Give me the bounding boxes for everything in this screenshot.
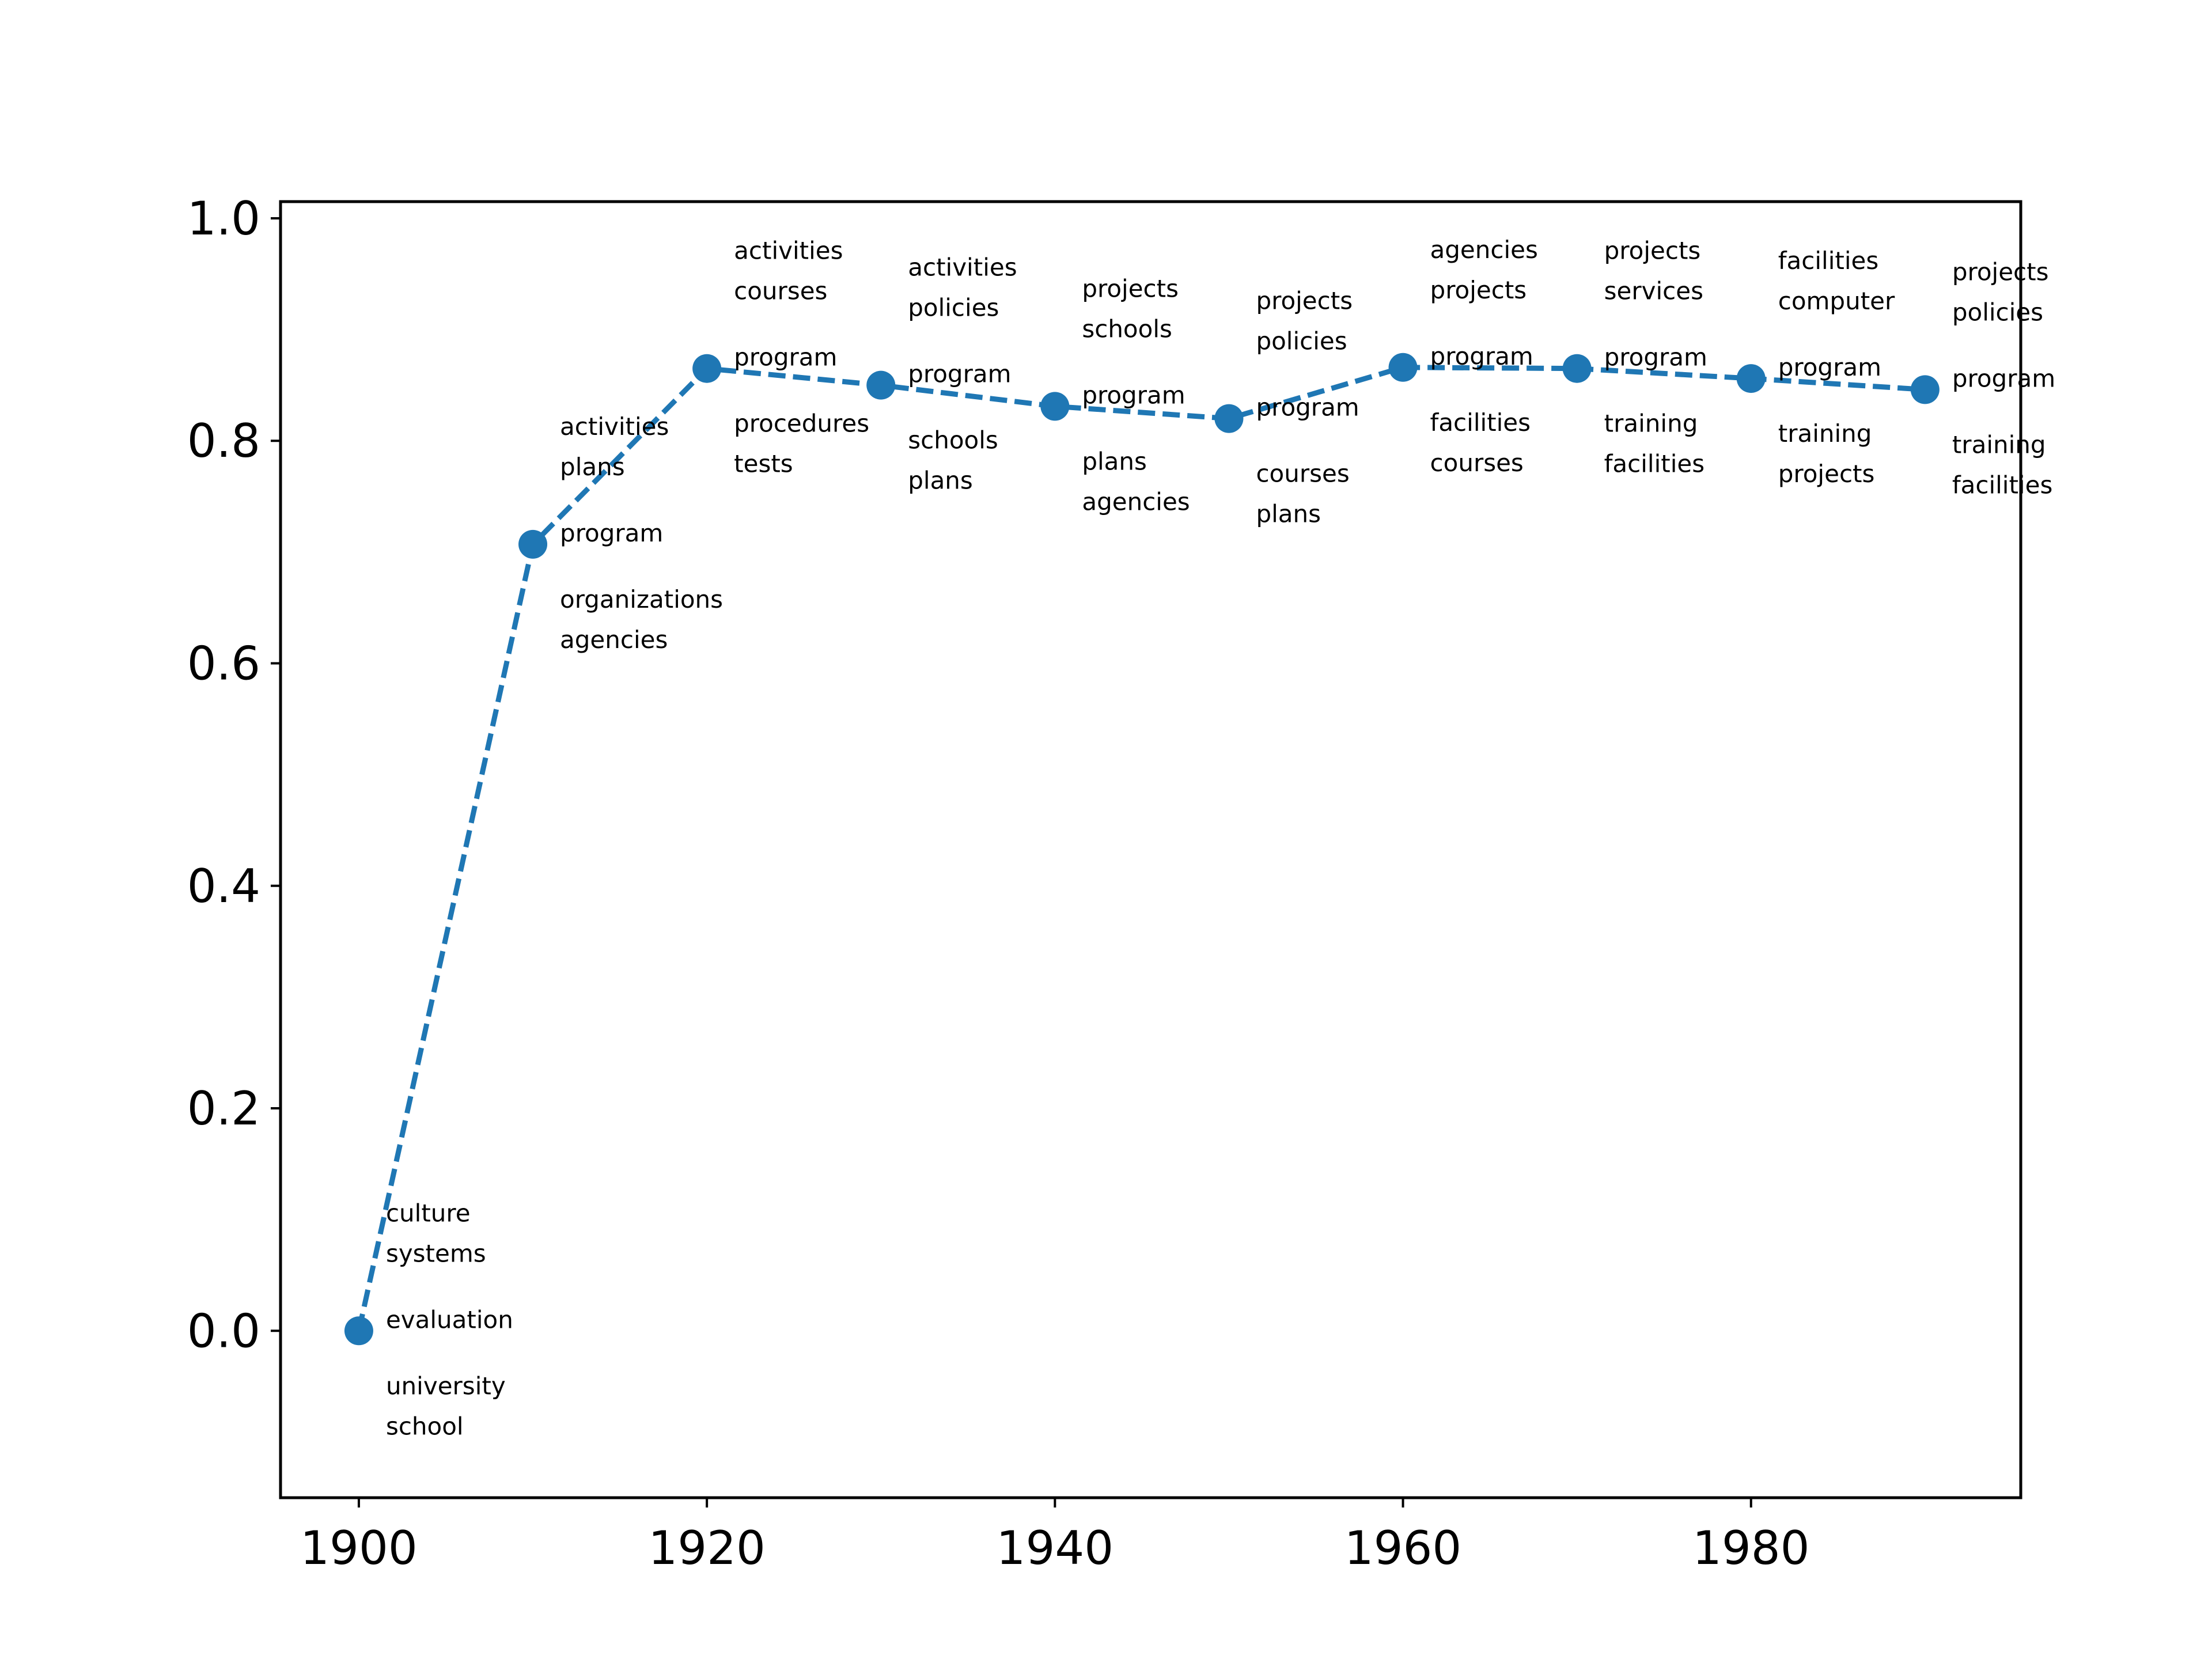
annotation-above-term: projects <box>1952 257 2049 286</box>
plot-frame <box>279 200 2022 1499</box>
annotation-below-term: agencies <box>1082 487 1190 516</box>
annotation-above-term: policies <box>908 294 999 322</box>
annotation-above-term: facilities <box>1778 247 1878 275</box>
annotation-center-term: program <box>908 360 1011 388</box>
annotation-above-term: activities <box>908 253 1017 282</box>
data-point <box>1040 392 1070 421</box>
data-point <box>1214 404 1244 433</box>
series-layer <box>344 353 1940 1346</box>
annotation-above-term: schools <box>1082 315 1172 343</box>
annotation-below-term: organizations <box>560 585 723 613</box>
data-point <box>518 529 548 559</box>
annotation-above-term: courses <box>734 277 827 305</box>
data-point <box>1736 364 1766 393</box>
annotation-below-term: projects <box>1778 460 1875 488</box>
annotation-below-term: plans <box>1082 447 1147 475</box>
x-tick-label: 1920 <box>648 1521 766 1575</box>
annotation-below-term: procedures <box>734 410 869 438</box>
annotation-layer: culture systems evaluation university school… <box>386 236 2055 1441</box>
annotation-center-term: program <box>1778 353 1881 381</box>
data-point <box>866 370 896 400</box>
annotation-below-term: facilities <box>1952 471 2052 499</box>
series-line <box>356 365 1926 1332</box>
annotation-above-term: culture <box>386 1199 471 1227</box>
y-tick-label: 0.0 <box>187 1304 260 1358</box>
annotation-below-term: agencies <box>560 626 668 654</box>
annotation-center-term: program <box>1952 364 2055 392</box>
y-tick-label: 1.0 <box>187 192 260 245</box>
x-tick-label: 1940 <box>997 1521 1114 1575</box>
annotation-above-term: projects <box>1604 237 1701 265</box>
annotation-above-term: projects <box>1082 274 1179 302</box>
annotation-below-term: training <box>1778 419 1872 448</box>
annotation-center-term: evaluation <box>386 1305 513 1334</box>
annotation-above-term: computer <box>1778 287 1895 315</box>
y-tick-label: 0.6 <box>187 637 260 691</box>
annotation-above-term: projects <box>1430 276 1527 304</box>
annotation-below-term: plans <box>1256 500 1321 528</box>
annotation-below-term: facilities <box>1430 408 1531 437</box>
annotation-below-term: plans <box>908 467 973 495</box>
annotation-below-term: facilities <box>1604 450 1705 478</box>
annotation-below-term: training <box>1604 410 1698 438</box>
annotation-below-term: training <box>1952 430 2046 459</box>
annotation-below-term: school <box>386 1412 464 1440</box>
y-tick-label: 0.4 <box>187 859 260 913</box>
annotation-above-term: activities <box>560 412 669 441</box>
annotation-center-term: program <box>1256 393 1359 422</box>
x-tick-label: 1980 <box>1692 1521 1810 1575</box>
annotation-center-term: program <box>734 343 837 372</box>
y-tick-label: 0.8 <box>187 414 260 468</box>
annotation-above-term: activities <box>734 237 843 265</box>
annotation-below-term: tests <box>734 450 793 478</box>
annotation-above-term: services <box>1604 277 1703 305</box>
data-point <box>1562 354 1592 383</box>
annotation-above-term: projects <box>1256 287 1353 315</box>
annotation-above-term: systems <box>386 1239 486 1267</box>
annotation-center-term: program <box>1604 343 1707 372</box>
data-point <box>692 354 722 383</box>
annotation-below-term: courses <box>1256 460 1349 488</box>
data-point <box>1910 375 1940 404</box>
data-point <box>344 1316 373 1346</box>
annotation-center-term: program <box>1430 342 1533 370</box>
annotation-center-term: program <box>1082 381 1185 409</box>
annotation-above-term: plans <box>560 453 625 481</box>
data-point <box>1388 353 1418 382</box>
x-tick-label: 1960 <box>1344 1521 1462 1575</box>
x-tick-label: 1900 <box>300 1521 418 1575</box>
annotation-above-term: policies <box>1256 327 1347 355</box>
annotation-below-term: schools <box>908 426 998 454</box>
annotation-below-term: courses <box>1430 449 1524 477</box>
annotation-above-term: agencies <box>1430 236 1538 264</box>
axes-layer: 1900 1920 1940 1960 1980 0.0 0.2 0.4 0.6 0.8 1.0 <box>187 192 1810 1575</box>
annotation-below-term: university <box>386 1372 506 1400</box>
annotation-above-term: policies <box>1952 298 2043 326</box>
y-tick-label: 0.2 <box>187 1082 260 1135</box>
annotation-center-term: program <box>560 519 663 547</box>
